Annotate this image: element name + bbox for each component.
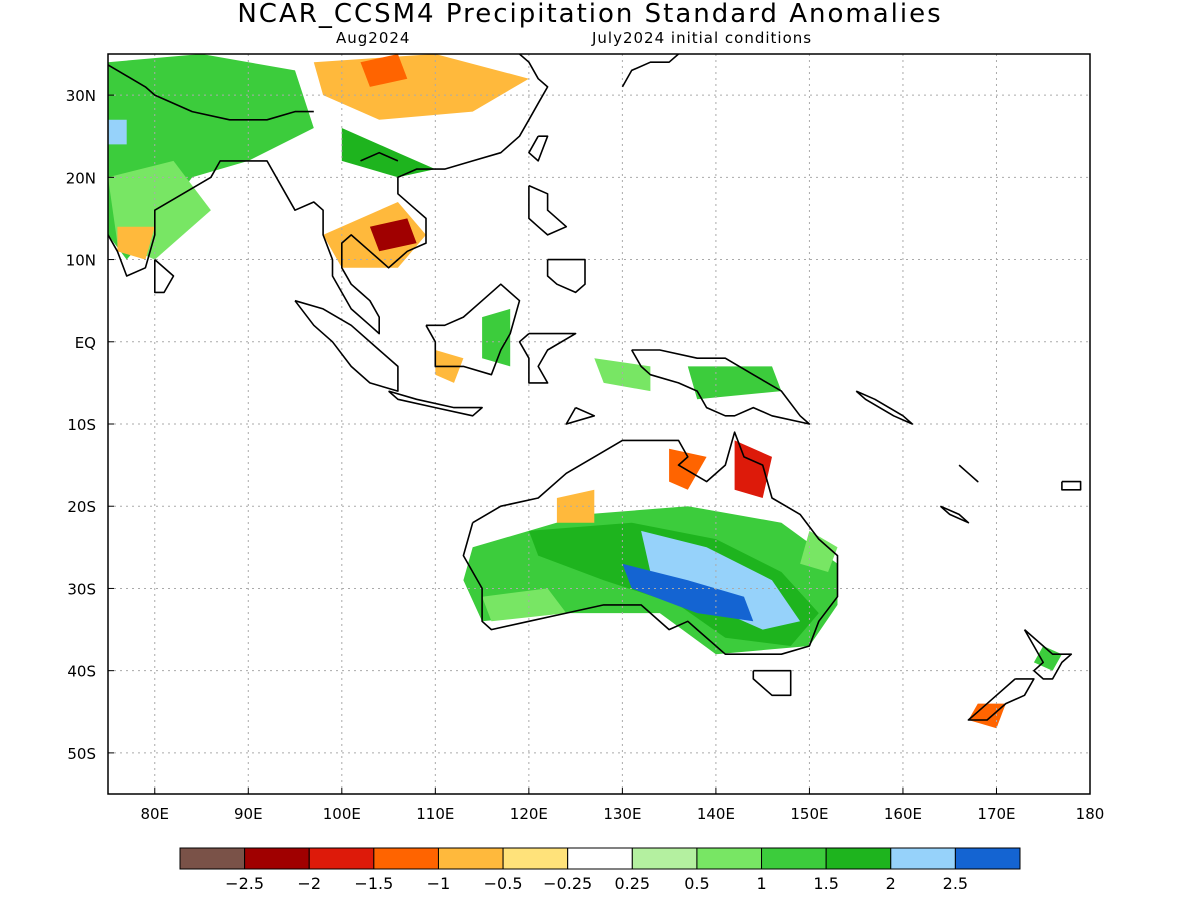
colorbar-label: 1 bbox=[756, 874, 766, 893]
coastline-16 bbox=[855, 390, 914, 425]
lat-tick-label: 40S bbox=[67, 663, 96, 681]
lat-tick-label: 30S bbox=[67, 580, 96, 598]
coastline-11 bbox=[154, 258, 175, 294]
lon-tick-label: 110E bbox=[416, 805, 454, 823]
coastline-15 bbox=[967, 678, 1035, 721]
colorbar-label: 0.25 bbox=[614, 874, 650, 893]
anomaly-region-4 bbox=[482, 588, 567, 622]
colorbar-label: 2.5 bbox=[943, 874, 968, 893]
map-title: NCAR_CCSM4 Precipitation Standard Anomal… bbox=[237, 0, 943, 29]
graticule bbox=[108, 54, 1090, 794]
lat-tick-label: EQ bbox=[75, 334, 96, 352]
anomaly-region-9 bbox=[687, 366, 782, 400]
coastline-9 bbox=[528, 135, 549, 162]
anomaly-region-11 bbox=[482, 308, 511, 367]
coastline-2 bbox=[631, 349, 811, 425]
anomaly-region-14 bbox=[369, 218, 417, 252]
lon-tick-label: 180 bbox=[1076, 805, 1105, 823]
anomaly-region-6 bbox=[669, 448, 707, 490]
coastline-5 bbox=[388, 390, 483, 417]
anomaly-region-20 bbox=[117, 226, 155, 260]
lon-tick-label: 130E bbox=[603, 805, 641, 823]
lon-tick-label: 80E bbox=[140, 805, 169, 823]
lat-tick-label: 10S bbox=[67, 416, 96, 434]
colorbar-swatch bbox=[373, 847, 439, 870]
lat-tick-label: 10N bbox=[66, 252, 96, 270]
lon-tick-label: 170E bbox=[977, 805, 1015, 823]
anomaly-region-16 bbox=[313, 54, 529, 120]
anomaly-region-2 bbox=[641, 530, 801, 630]
colorbar-swatch bbox=[954, 847, 1021, 870]
coastline-17 bbox=[958, 464, 979, 483]
colorbar-label: 0.5 bbox=[684, 874, 709, 893]
colorbar-label: −0.5 bbox=[484, 874, 523, 893]
colorbar-swatch bbox=[308, 847, 375, 870]
anomaly-fill-layer bbox=[108, 54, 1062, 729]
lon-tick-label: 140E bbox=[697, 805, 735, 823]
lon-tick-label: 150E bbox=[790, 805, 828, 823]
colorbar-swatch bbox=[631, 847, 698, 870]
anomaly-region-17 bbox=[360, 54, 408, 87]
lon-tick-label: 120E bbox=[510, 805, 548, 823]
colorbar-swatch bbox=[825, 847, 892, 870]
colorbar-legend: −2.5 −2 −1.5 −1 −0.5 −0.25 0.25 0.5 1 1.5 2 2.5 bbox=[179, 847, 1021, 893]
lon-tick-label: 90E bbox=[234, 805, 263, 823]
coastline-layer bbox=[108, 54, 1082, 721]
initial-conditions-label: July2024 initial conditions bbox=[592, 29, 813, 47]
lat-tick-label: 20S bbox=[67, 498, 96, 516]
colorbar-label: −0.25 bbox=[543, 874, 592, 893]
colorbar-label: −1 bbox=[427, 874, 451, 893]
coastline-1 bbox=[752, 669, 792, 697]
target-month-label: Aug2024 bbox=[336, 29, 411, 47]
lat-tick-label: 20N bbox=[66, 169, 96, 187]
colorbar-swatch bbox=[437, 847, 504, 870]
coastline-13 bbox=[108, 63, 314, 121]
coastline-6 bbox=[518, 332, 577, 384]
colorbar-label: −2 bbox=[297, 874, 321, 893]
coastline-18 bbox=[939, 505, 970, 524]
coastline-10 bbox=[108, 54, 549, 335]
coastline-21 bbox=[360, 151, 399, 162]
latitude-tick-labels: 30N 20N 10N EQ 10S 20S 30S 40S 50S bbox=[66, 87, 114, 763]
colorbar-label: 1.5 bbox=[813, 874, 838, 893]
lat-tick-label: 50S bbox=[67, 745, 96, 763]
colorbar-swatch bbox=[890, 847, 956, 870]
colorbar-swatch bbox=[502, 847, 569, 870]
lon-tick-label: 100E bbox=[323, 805, 361, 823]
colorbar-swatch bbox=[696, 847, 763, 870]
coastline-14 bbox=[1023, 628, 1073, 680]
lon-tick-label: 160E bbox=[884, 805, 922, 823]
coastline-19 bbox=[1061, 480, 1082, 491]
coastline-12 bbox=[621, 54, 680, 88]
colorbar-swatch bbox=[244, 847, 310, 870]
anomaly-region-15 bbox=[341, 128, 436, 178]
coastline-20 bbox=[565, 406, 596, 425]
lat-tick-label: 30N bbox=[66, 87, 96, 105]
anomaly-region-3 bbox=[622, 563, 754, 622]
coastline-8 bbox=[546, 258, 586, 294]
colorbar-swatch bbox=[567, 847, 633, 870]
anomaly-region-5 bbox=[556, 489, 595, 523]
coastline-0 bbox=[462, 431, 839, 656]
colorbar-label: 2 bbox=[886, 874, 896, 893]
anomaly-region-21 bbox=[108, 119, 127, 145]
colorbar-swatch bbox=[179, 847, 246, 870]
colorbar-swatch bbox=[761, 847, 827, 870]
colorbar-label: −2.5 bbox=[225, 874, 264, 893]
coastline-4 bbox=[294, 299, 399, 392]
coastline-3 bbox=[425, 283, 521, 376]
coastline-7 bbox=[528, 184, 568, 236]
colorbar-label: −1.5 bbox=[354, 874, 393, 893]
longitude-tick-labels: 80E 90E 100E 110E 120E 130E 140E 150E 160E 170E 18… bbox=[140, 788, 1104, 823]
anomaly-region-10 bbox=[594, 358, 651, 392]
